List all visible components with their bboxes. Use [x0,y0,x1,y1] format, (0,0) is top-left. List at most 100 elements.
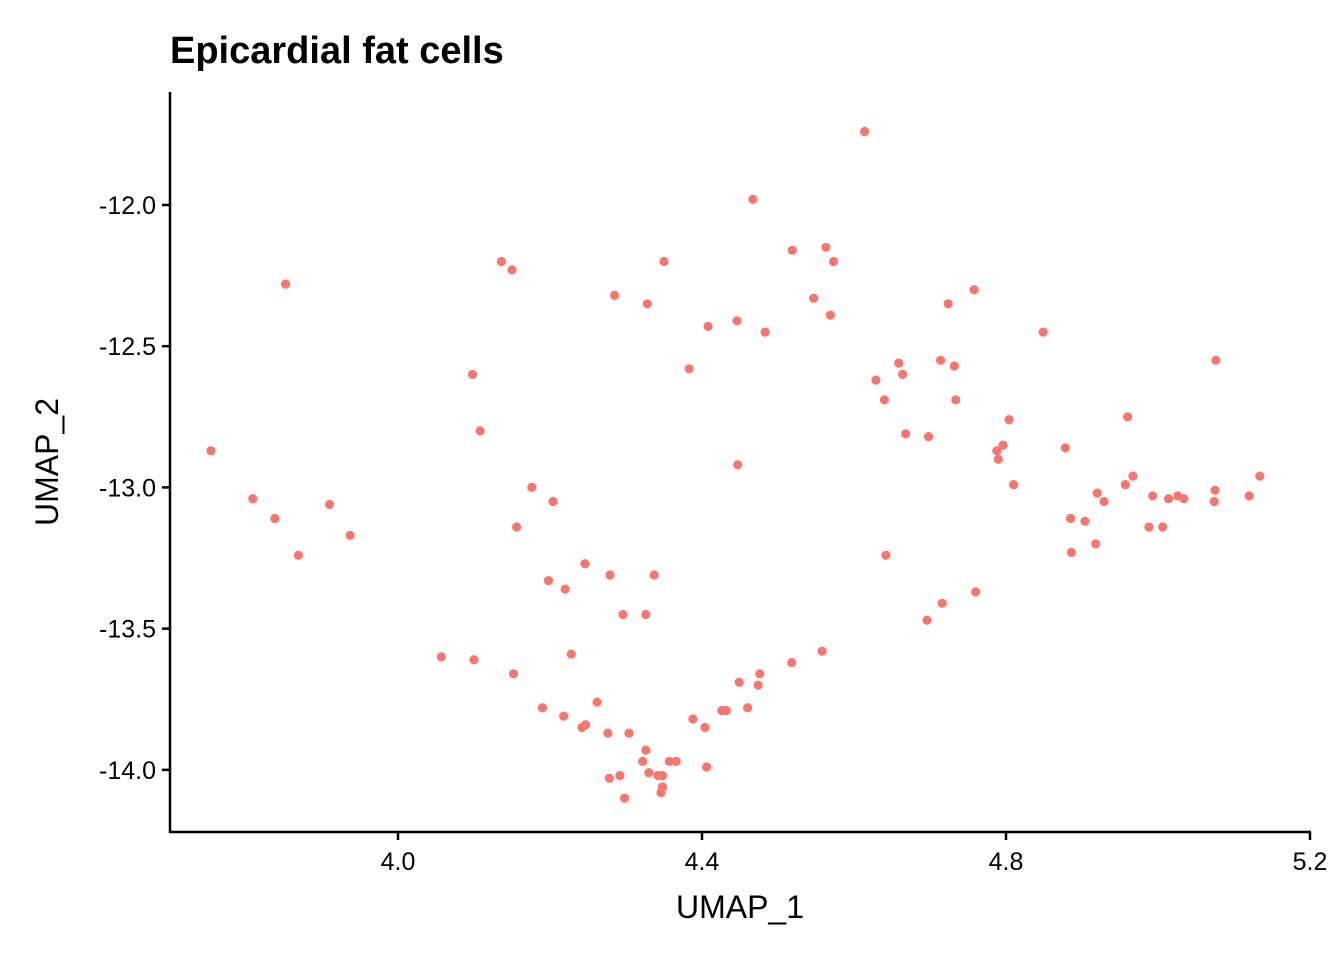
data-point [581,720,591,730]
data-point [604,773,614,783]
data-point [592,697,602,707]
data-point [270,513,280,524]
data-point [971,587,981,597]
data-point [293,550,303,560]
data-point [527,482,537,492]
data-point [560,584,570,594]
data-point [618,609,628,620]
data-point [688,714,698,724]
data-point [871,375,881,385]
x-tick-label: 4.8 [989,848,1024,876]
data-point [548,496,558,507]
data-point [825,310,836,320]
data-point [511,522,522,532]
data-point [657,770,668,781]
x-axis-label: UMAP_1 [676,889,804,925]
data-point [1179,494,1189,504]
data-point [507,265,517,275]
data-point [664,756,674,767]
data-point [936,355,946,365]
data-point [817,646,827,656]
data-point [580,559,590,569]
data-point [809,293,819,303]
data-point [1128,471,1138,481]
data-point [624,728,634,738]
data-point [345,530,355,541]
data-point [923,432,934,442]
data-point [605,570,615,580]
data-point [1092,488,1102,498]
data-point [937,598,947,608]
data-point [721,705,731,716]
data-point [1009,480,1019,490]
data-point [828,256,839,267]
data-point [1210,485,1220,495]
data-point [1144,522,1154,532]
data-point [543,576,554,586]
data-point [1211,355,1221,365]
data-point [467,369,478,379]
data-point [1066,513,1076,524]
data-point [641,745,651,755]
x-tick-label: 4.0 [381,848,416,876]
data-point [657,782,668,792]
data-point [638,756,648,767]
data-point [860,126,870,137]
data-point [993,454,1004,464]
data-point [894,358,904,368]
data-point [1004,415,1014,425]
data-point [603,728,613,738]
y-tick-label: -12.0 [99,192,156,220]
data-point [475,426,485,436]
data-point [821,242,831,252]
data-point [610,290,620,300]
x-tick-label: 5.2 [1293,848,1328,876]
y-axis-ticks: -12.0 -12.5 -13.0 -13.5 -14.0 [99,192,170,785]
y-tick-label: -13.5 [99,616,156,644]
data-point [1123,412,1133,422]
data-point [496,256,506,267]
data-point [753,680,763,690]
data-point [436,652,446,662]
data-point [1066,547,1076,558]
y-tick-label: -12.5 [99,333,156,361]
data-point [703,321,713,331]
data-point [1148,491,1158,501]
data-point [1099,496,1109,507]
data-point [992,446,1002,456]
data-point [787,657,797,668]
data-point [732,316,742,326]
data-point [881,550,891,560]
data-point [760,327,770,337]
y-axis-label: UMAP_2 [29,398,65,526]
data-point [1244,491,1254,501]
data-point [559,711,569,721]
y-tick-label: -13.0 [99,474,156,502]
data-point [951,395,961,405]
data-point [702,762,712,772]
data-point [280,279,291,289]
data-point [1060,443,1070,453]
data-point [508,669,519,679]
x-axis-ticks: 4.0 4.4 4.8 5.2 [381,832,1328,876]
data-point [248,494,258,504]
data-point [743,703,753,713]
data-point [1091,539,1101,549]
data-point [1209,496,1219,507]
data-point [1158,522,1168,532]
y-tick-label: -14.0 [99,757,156,785]
data-point [684,364,694,374]
data-point [659,256,669,267]
data-point [1080,516,1090,526]
data-point [949,361,959,371]
data-point [537,703,548,713]
data-point [615,770,625,781]
data-point [969,285,979,295]
data-point [755,669,765,679]
data-point [649,570,659,580]
data-point [1255,471,1265,481]
data-point [879,395,890,405]
data-point [641,609,651,620]
data-point [922,615,932,625]
